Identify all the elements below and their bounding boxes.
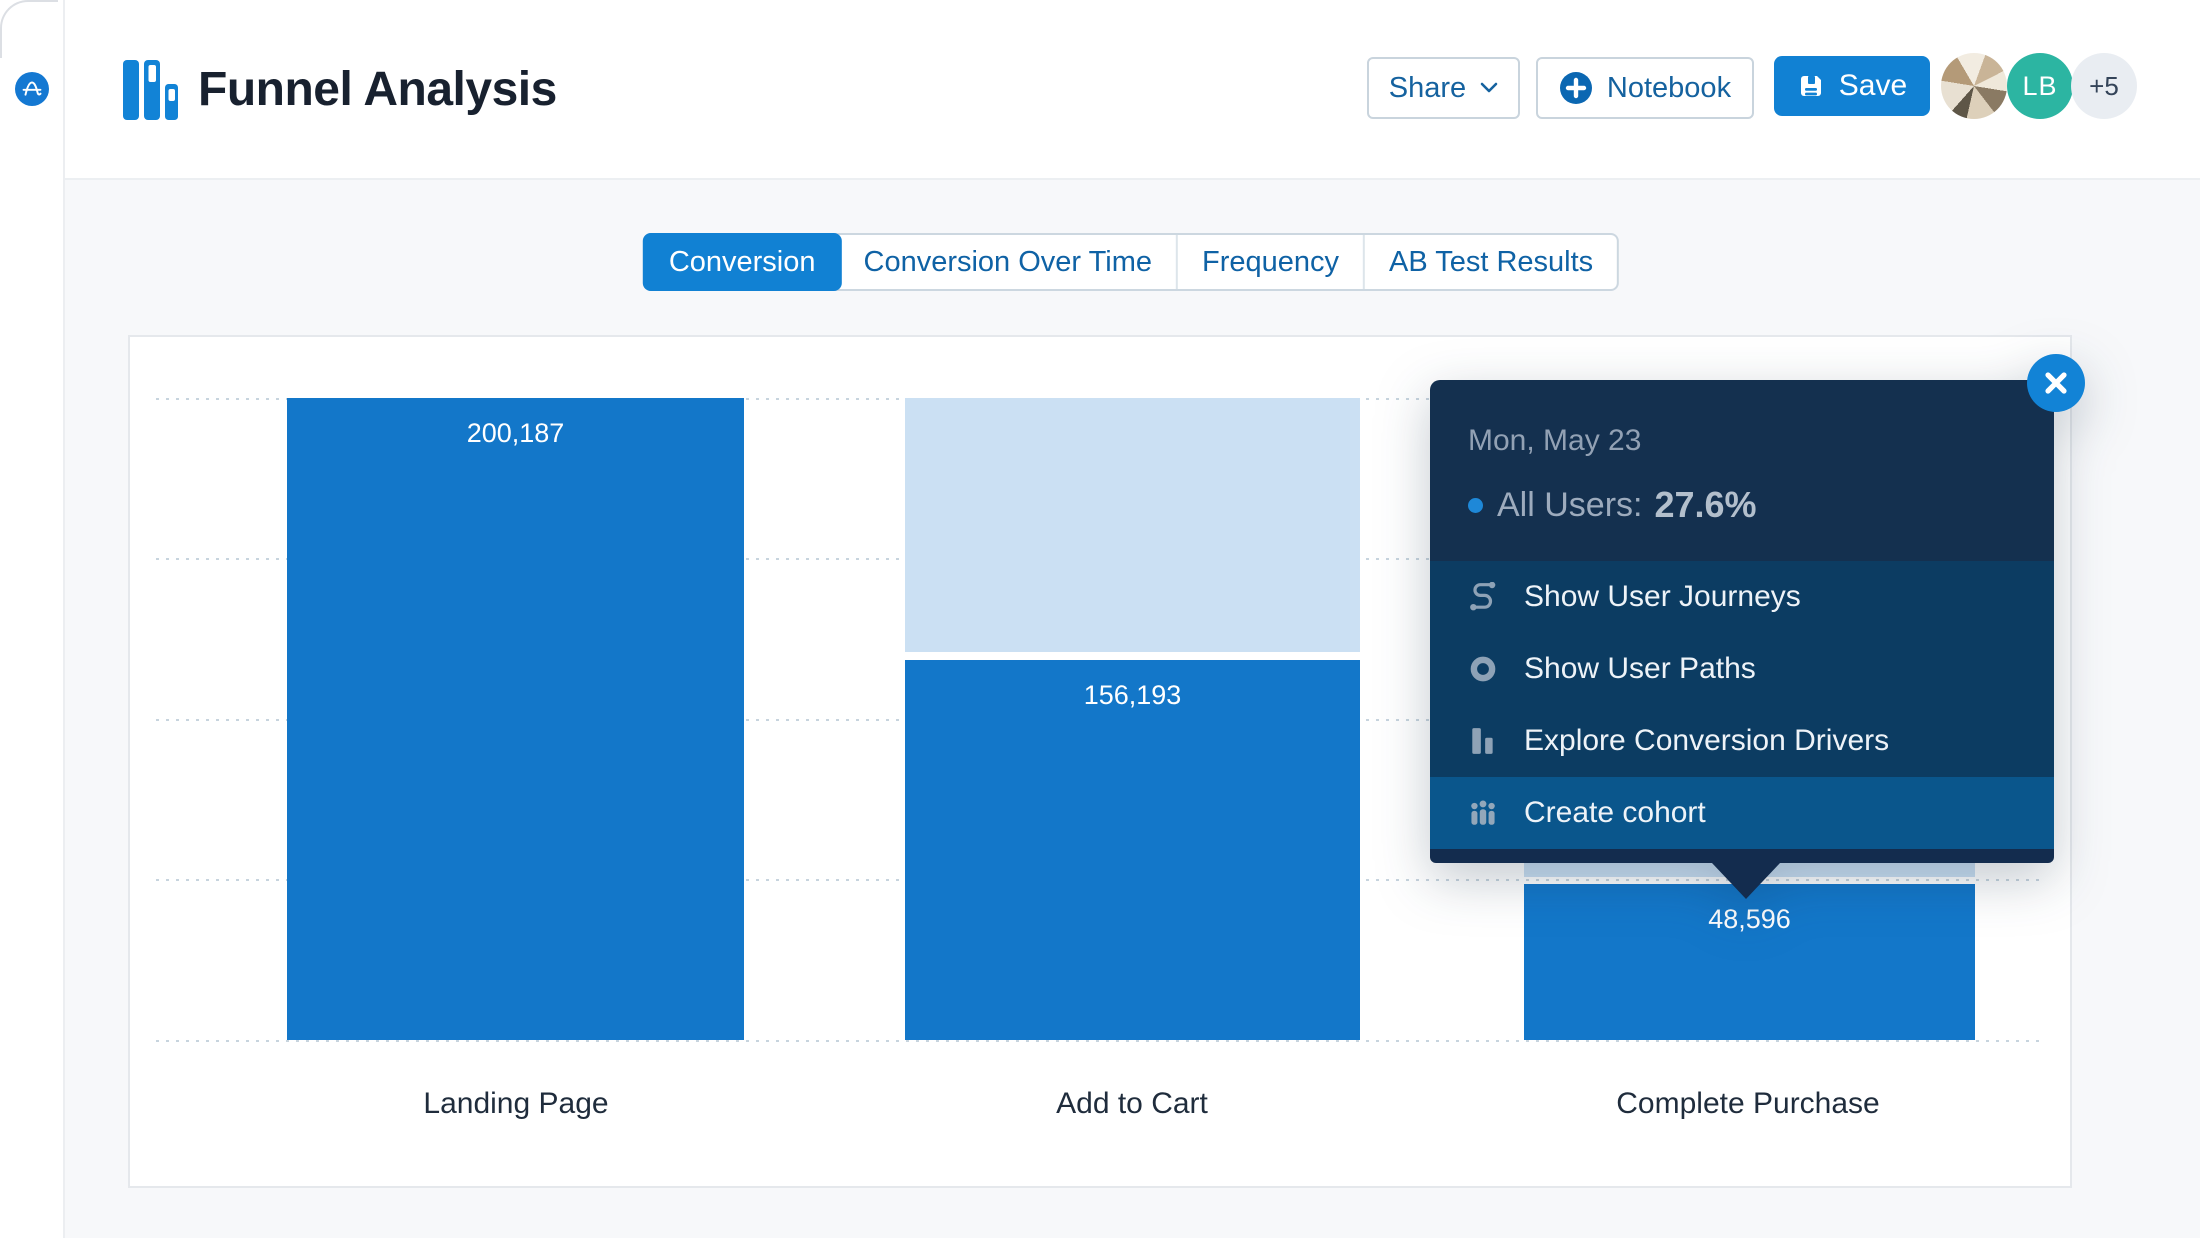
menu-item-create-cohort[interactable]: Create cohort — [1430, 777, 2054, 849]
notebook-button[interactable]: Notebook — [1536, 57, 1754, 119]
save-label: Save — [1838, 69, 1908, 102]
funnel-dropoff-add-to-cart[interactable] — [905, 398, 1360, 652]
tab-conversion[interactable]: Conversion — [642, 233, 842, 291]
tooltip-pointer — [1712, 863, 1780, 899]
avatar-initials[interactable]: LB — [2007, 53, 2073, 119]
plus-circle-icon — [1559, 72, 1592, 104]
funnel-bar-landing-page[interactable]: 200,187 — [287, 398, 744, 1040]
menu-item-label: Show User Paths — [1524, 652, 1756, 685]
save-disk-icon — [1800, 76, 1821, 96]
funnel-bar-add-to-cart[interactable]: 156,193 — [905, 660, 1360, 1040]
tooltip-header: Mon, May 23 All Users: 27.6% — [1430, 380, 2054, 561]
menu-item-show-user-journeys[interactable]: Show User Journeys — [1430, 561, 2054, 633]
paths-icon — [1470, 656, 1496, 682]
tab-ab-test-results[interactable]: AB Test Results — [1363, 235, 1617, 289]
tooltip-date: Mon, May 23 — [1468, 424, 1642, 457]
menu-item-label: Create cohort — [1524, 796, 1706, 829]
avatar-overflow-count[interactable]: +5 — [2071, 53, 2137, 119]
tooltip-footer — [1430, 849, 2054, 863]
category-label-landing-page: Landing Page — [423, 1087, 609, 1120]
notebook-label: Notebook — [1606, 71, 1732, 104]
menu-item-label: Explore Conversion Drivers — [1524, 724, 1890, 757]
cohort-icon — [1471, 800, 1495, 825]
amplitude-wave-glyph — [22, 81, 42, 96]
journey-icon — [1470, 582, 1496, 611]
tab-conversion-over-time[interactable]: Conversion Over Time — [863, 245, 1153, 278]
left-sidebar — [0, 0, 65, 1238]
avatar-overflow-label: +5 — [2089, 70, 2119, 101]
avatar-initials-label: LB — [2022, 70, 2058, 101]
bar-value-label: 48,596 — [1708, 904, 1791, 934]
bar-chart-icon — [1472, 728, 1493, 754]
menu-item-show-user-paths[interactable]: Show User Paths — [1430, 633, 2054, 705]
save-button[interactable]: Save — [1774, 56, 1930, 116]
funnel-bar-complete-purchase[interactable]: 48,596 — [1524, 884, 1975, 1040]
chart-tooltip: Mon, May 23 All Users: 27.6% Show User J… — [1430, 354, 2085, 899]
tooltip-series-label: All Users: — [1497, 485, 1643, 524]
gridline — [156, 1040, 2044, 1042]
close-icon — [2045, 372, 2067, 394]
series-dot-icon — [1468, 497, 1483, 513]
menu-item-label: Show User Journeys — [1524, 580, 1801, 613]
tooltip-close-button[interactable] — [2027, 354, 2085, 412]
bar-value-label: 200,187 — [466, 418, 565, 448]
share-label: Share — [1388, 71, 1467, 104]
amplitude-logo-icon[interactable] — [15, 72, 49, 106]
category-label-complete-purchase: Complete Purchase — [1616, 1087, 1880, 1120]
chevron-down-icon — [1480, 82, 1498, 93]
tooltip-series-row: All Users: 27.6% — [1468, 484, 1757, 526]
avatar-photo[interactable] — [1941, 53, 2007, 119]
funnel-chart-icon — [123, 60, 178, 120]
share-button[interactable]: Share — [1367, 57, 1520, 119]
page-title: Funnel Analysis — [198, 63, 557, 116]
tab-frequency[interactable]: Frequency — [1176, 235, 1363, 289]
tooltip-conversion-value: 27.6% — [1654, 484, 1757, 525]
view-tabs: Conversion Conversion Over Time Frequenc… — [642, 233, 1620, 291]
menu-item-explore-conversion-drivers[interactable]: Explore Conversion Drivers — [1430, 705, 2054, 777]
category-label-add-to-cart: Add to Cart — [1056, 1087, 1208, 1120]
bar-value-label: 156,193 — [1083, 680, 1182, 710]
